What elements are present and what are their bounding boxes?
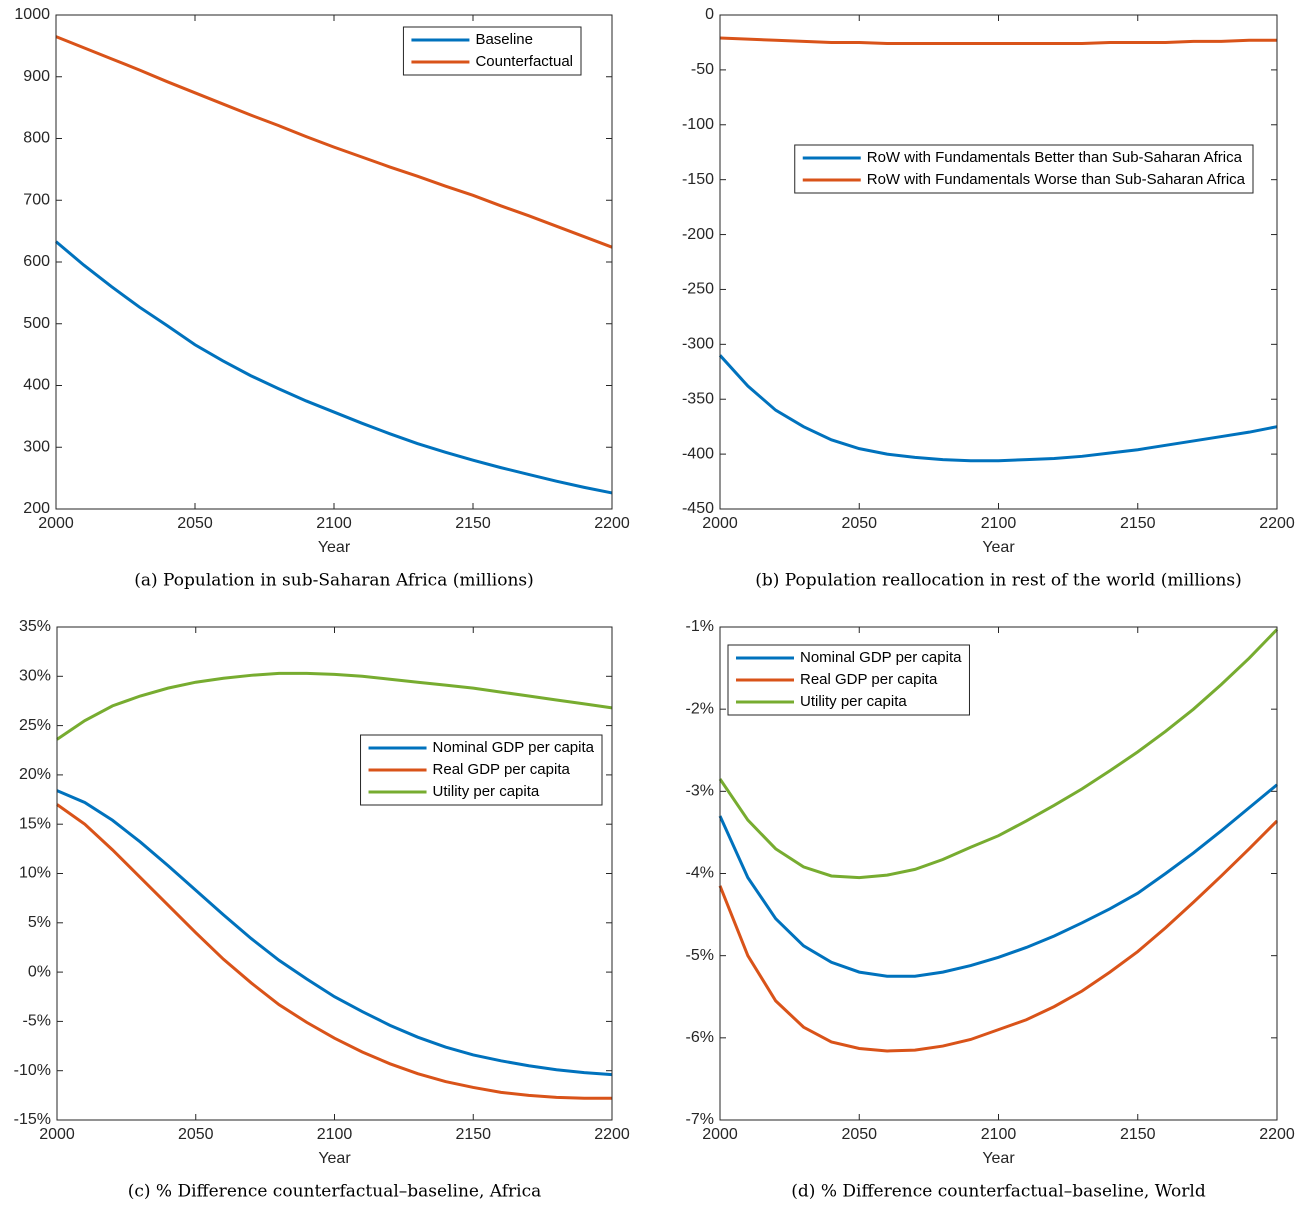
data-line xyxy=(56,789,613,1077)
y-tick-label: -400 xyxy=(682,445,714,462)
data-line xyxy=(55,240,613,495)
y-tick-label: -350 xyxy=(682,390,714,407)
y-tick-label: 0 xyxy=(705,6,714,23)
y-tick-label: 0% xyxy=(28,963,51,980)
legend-label: Counterfactual xyxy=(475,53,573,70)
y-tick-label: 5% xyxy=(28,914,51,931)
y-tick-label: 10% xyxy=(19,865,51,882)
x-tick-label: 2200 xyxy=(1259,515,1295,532)
x-tick-label: 2150 xyxy=(455,515,491,532)
data-line xyxy=(718,354,1278,463)
x-tick-label: 2200 xyxy=(1259,1126,1295,1143)
y-tick-label: 1000 xyxy=(14,6,50,23)
plot-area xyxy=(56,15,612,509)
y-tick-label: -7% xyxy=(686,1111,714,1128)
y-tick-label: 400 xyxy=(23,377,50,394)
x-tick-label: 2100 xyxy=(317,1126,353,1143)
x-tick-label: 2100 xyxy=(316,515,352,532)
caption: (d) % Difference counterfactual–baseline… xyxy=(791,1182,1206,1202)
legend-label: Nominal GDP per capita xyxy=(800,649,962,666)
caption: (a) Population in sub-Saharan Africa (mi… xyxy=(134,571,534,591)
y-tick-label: 20% xyxy=(19,766,51,783)
y-tick-label: -50 xyxy=(691,61,714,78)
legend-label: Utility per capita xyxy=(800,693,907,710)
legend-label: Real GDP per capita xyxy=(433,761,571,778)
data-line xyxy=(719,36,1277,46)
legend-box xyxy=(794,144,1254,194)
x-tick-label: 2050 xyxy=(177,515,213,532)
legend-label: Utility per capita xyxy=(433,783,540,800)
data-line xyxy=(718,819,1279,1053)
y-tick-label: -4% xyxy=(686,865,714,882)
x-tick-label: 2150 xyxy=(455,1126,491,1143)
y-tick-label: 15% xyxy=(19,815,51,832)
y-tick-label: -1% xyxy=(686,618,714,635)
y-tick-label: -450 xyxy=(682,500,714,517)
legend-label: RoW with Fundamentals Better than Sub-Sa… xyxy=(867,149,1243,166)
legend: RoW with Fundamentals Better than Sub-Sa… xyxy=(794,144,1254,194)
y-tick-label: -150 xyxy=(682,171,714,188)
y-tick-label: 30% xyxy=(19,668,51,685)
x-tick-label: 2100 xyxy=(981,1126,1017,1143)
y-tick-label: 600 xyxy=(23,253,50,270)
legend: Baseline Counterfactual xyxy=(402,26,582,76)
x-tick-label: 2000 xyxy=(702,1126,738,1143)
legend-label: Baseline xyxy=(475,31,533,48)
data-line xyxy=(718,783,1278,978)
y-tick-label: -6% xyxy=(686,1029,714,1046)
y-tick-label: 35% xyxy=(19,618,51,635)
y-tick-label: 200 xyxy=(23,500,50,517)
y-tick-label: 300 xyxy=(23,438,50,455)
y-tick-label: 900 xyxy=(23,68,50,85)
y-tick-label: -5% xyxy=(686,947,714,964)
y-tick-label: -5% xyxy=(23,1013,51,1030)
y-tick-label: 700 xyxy=(23,191,50,208)
data-line xyxy=(718,628,1279,880)
x-tick-label: 2050 xyxy=(841,1126,877,1143)
data-line xyxy=(56,671,613,741)
x-axis-label: Year xyxy=(318,1150,351,1167)
y-tick-label: -100 xyxy=(682,116,714,133)
data-line xyxy=(56,803,612,1100)
legend: Nominal GDP per capita Real GDP per capit… xyxy=(360,734,603,806)
data-line xyxy=(55,35,613,249)
y-tick-label: -10% xyxy=(14,1062,51,1079)
plot-area xyxy=(720,15,1277,509)
legend-label: RoW with Fundamentals Worse than Sub-Sah… xyxy=(867,171,1246,188)
y-tick-label: -2% xyxy=(686,700,714,717)
y-tick-label: -15% xyxy=(14,1111,51,1128)
x-tick-label: 2050 xyxy=(841,515,877,532)
x-axis-label: Year xyxy=(982,1150,1015,1167)
y-tick-label: 500 xyxy=(23,315,50,332)
x-tick-label: 2000 xyxy=(702,515,738,532)
x-tick-label: 2200 xyxy=(594,515,630,532)
y-tick-label: -300 xyxy=(682,336,714,353)
y-tick-label: 800 xyxy=(23,130,50,147)
y-tick-label: -3% xyxy=(686,783,714,800)
legend: Nominal GDP per capita Real GDP per capit… xyxy=(727,644,970,716)
caption: (b) Population reallocation in rest of t… xyxy=(755,571,1242,591)
caption: (c) % Difference counterfactual–baseline… xyxy=(128,1182,542,1202)
legend-label: Real GDP per capita xyxy=(800,671,938,688)
y-tick-label: -250 xyxy=(682,281,714,298)
legend-label: Nominal GDP per capita xyxy=(433,739,595,756)
x-tick-label: 2000 xyxy=(39,1126,75,1143)
y-tick-label: -200 xyxy=(682,226,714,243)
x-axis-label: Year xyxy=(318,539,351,556)
x-tick-label: 2050 xyxy=(178,1126,214,1143)
plot-area xyxy=(57,627,612,1120)
x-tick-label: 2100 xyxy=(981,515,1017,532)
x-tick-label: 2200 xyxy=(594,1126,630,1143)
y-tick-label: 25% xyxy=(19,717,51,734)
legend-box xyxy=(402,26,582,76)
x-axis-label: Year xyxy=(982,539,1015,556)
x-tick-label: 2000 xyxy=(38,515,74,532)
x-tick-label: 2150 xyxy=(1120,515,1156,532)
x-tick-label: 2150 xyxy=(1120,1126,1156,1143)
